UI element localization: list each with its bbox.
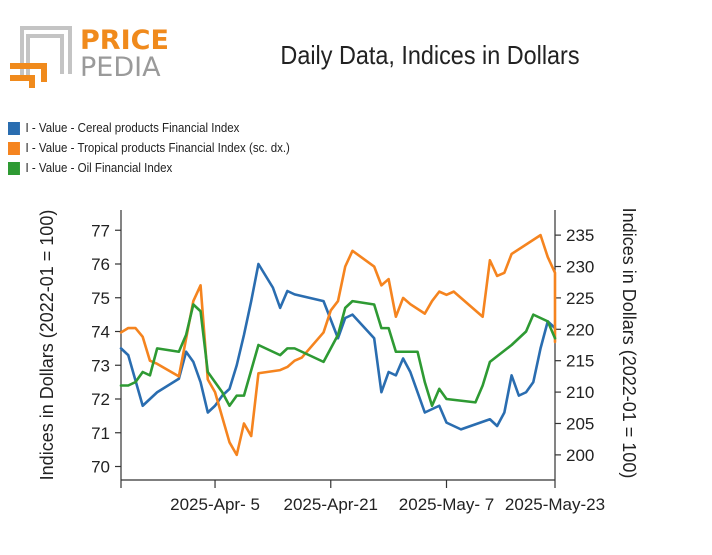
y-tick-label-left: 70 <box>91 458 110 477</box>
y-tick-label-right: 225 <box>566 289 594 308</box>
y-tick-label-left: 77 <box>91 221 110 240</box>
x-tick-label: 2025-Apr-21 <box>284 495 379 514</box>
legend: I - Value - Cereal products Financial In… <box>8 118 314 178</box>
y-tick-label-left: 76 <box>91 255 110 274</box>
chart-title: Daily Data, Indices in Dollars <box>280 40 580 70</box>
y-tick-label-right: 210 <box>566 383 594 402</box>
legend-item-cereal[interactable]: I - Value - Cereal products Financial In… <box>8 118 290 138</box>
legend-item-oil[interactable]: I - Value - Oil Financial Index <box>8 158 290 178</box>
y-axis-title-right: Indices in Dollars (2022-01 = 100) <box>619 208 639 479</box>
legend-item-tropical[interactable]: I - Value - Tropical products Financial … <box>8 138 290 158</box>
y-tick-label-right: 220 <box>566 320 594 339</box>
legend-label-oil: I - Value - Oil Financial Index <box>25 161 173 175</box>
y-tick-label-right: 215 <box>566 352 594 371</box>
legend-swatch-tropical <box>8 141 20 155</box>
pricepedia-logo: PRICE PEDIA <box>10 25 168 88</box>
x-tick-label: 2025-May- 7 <box>399 495 494 514</box>
y-tick-label-left: 73 <box>91 356 110 375</box>
logo-price-text: PRICE <box>80 25 168 56</box>
logo-mark <box>10 26 72 88</box>
x-tick-label: 2025-May-23 <box>505 495 605 514</box>
y-tick-label-left: 75 <box>91 289 110 308</box>
series-line-1 <box>119 233 557 457</box>
legend-label-cereal: I - Value - Cereal products Financial In… <box>25 121 240 135</box>
y-tick-label-left: 71 <box>91 424 110 443</box>
legend-label-tropical: I - Value - Tropical products Financial … <box>25 141 290 155</box>
y-tick-label-right: 235 <box>566 226 594 245</box>
x-tick-label: 2025-Apr- 5 <box>170 495 260 514</box>
logo-pedia-text: PEDIA <box>80 52 161 83</box>
y-tick-label-left: 74 <box>91 323 110 342</box>
series-line-0 <box>119 262 557 431</box>
series-line-2 <box>119 299 557 408</box>
y-axis-title-left: Indices in Dollars (2022-01 = 100) <box>37 210 57 481</box>
y-tick-label-right: 230 <box>566 258 594 277</box>
legend-swatch-cereal <box>8 121 20 135</box>
axes: 70 71 72 73 74 75 76 77 200 205 210 215 220 225 230 235… <box>91 210 605 514</box>
legend-swatch-oil <box>8 161 20 175</box>
y-tick-label-left: 72 <box>91 390 110 409</box>
y-tick-label-right: 205 <box>566 414 594 433</box>
series-lines <box>119 233 557 457</box>
y-tick-label-right: 200 <box>566 446 594 465</box>
